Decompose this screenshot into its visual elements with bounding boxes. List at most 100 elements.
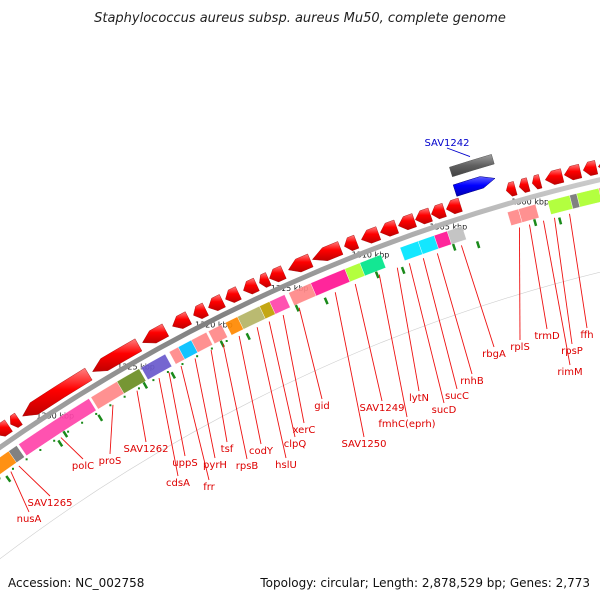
gene-category-block[interactable] xyxy=(18,398,97,457)
gene-leader-line xyxy=(109,404,114,455)
gene-leader-line xyxy=(10,471,30,513)
gene-leader-line xyxy=(334,292,365,438)
inner-scale-tick xyxy=(400,266,406,275)
forward-gene-arrow[interactable] xyxy=(361,226,382,244)
gene-leader-line xyxy=(136,390,147,443)
gene-label[interactable]: cdsA xyxy=(166,478,190,489)
gene-category-block[interactable] xyxy=(518,204,540,223)
forward-gene-arrow[interactable] xyxy=(0,419,13,437)
gene-leader-line xyxy=(222,343,248,460)
scale-dot xyxy=(166,370,169,373)
gene-label[interactable]: tsf xyxy=(221,444,234,455)
forward-gene-arrow[interactable] xyxy=(10,412,23,428)
forward-gene-arrow[interactable] xyxy=(22,367,93,417)
inner-scale-tick xyxy=(170,371,177,380)
gene-category-block[interactable] xyxy=(446,225,467,245)
highlight-gene-label[interactable]: SAV1242 xyxy=(424,138,469,149)
gene-category-block[interactable] xyxy=(8,445,25,463)
gene-label[interactable]: rpsB xyxy=(236,461,259,472)
forward-gene-arrow[interactable] xyxy=(446,197,463,215)
gene-label[interactable]: codY xyxy=(249,446,274,457)
inner-scale-tick xyxy=(558,217,563,225)
gene-leader-line xyxy=(378,274,408,418)
gene-label[interactable]: nusA xyxy=(17,514,42,525)
gene-category-block[interactable] xyxy=(547,195,574,215)
gene-label[interactable]: SAV1262 xyxy=(123,444,168,455)
gene-leader-line xyxy=(180,365,210,481)
gene-category-block[interactable] xyxy=(576,187,600,208)
forward-gene-arrow[interactable] xyxy=(193,302,209,319)
forward-gene-arrow[interactable] xyxy=(519,177,531,193)
forward-gene-arrow[interactable] xyxy=(243,277,260,295)
gene-category-block[interactable] xyxy=(359,254,387,277)
gene-category-block[interactable] xyxy=(140,353,173,381)
forward-gene-arrow[interactable] xyxy=(172,311,192,329)
scale-tick-label: 1300 kbp xyxy=(511,198,549,207)
highlight-gray-block xyxy=(449,154,495,178)
gene-label[interactable]: xerC xyxy=(293,425,316,436)
forward-gene-arrow[interactable] xyxy=(208,294,226,311)
forward-gene-arrow[interactable] xyxy=(431,202,447,220)
gene-leader-line xyxy=(238,335,262,445)
scale-dot xyxy=(109,404,112,407)
gene-label[interactable]: uppS xyxy=(172,458,197,469)
gene-category-block[interactable] xyxy=(116,368,147,394)
gene-category-block[interactable] xyxy=(190,332,213,353)
forward-gene-arrow[interactable] xyxy=(415,207,433,225)
forward-gene-arrow[interactable] xyxy=(506,181,518,197)
gene-leader-line xyxy=(194,358,216,459)
forward-gene-arrow[interactable] xyxy=(92,338,143,372)
gene-label[interactable]: proS xyxy=(99,456,122,467)
forward-gene-arrow[interactable] xyxy=(344,234,360,251)
forward-gene-arrow[interactable] xyxy=(142,323,170,344)
gene-label[interactable]: pyrH xyxy=(203,460,227,471)
gene-category-block[interactable] xyxy=(269,294,291,315)
gene-label[interactable]: fmhC(eprh) xyxy=(378,419,435,430)
gene-leader-line xyxy=(422,258,458,390)
gene-leader-line xyxy=(158,377,179,477)
gene-label[interactable]: hslU xyxy=(275,460,297,471)
gene-label[interactable]: ffh xyxy=(580,330,593,341)
gene-label[interactable]: SAV1250 xyxy=(341,439,386,450)
forward-gene-arrow[interactable] xyxy=(225,286,242,303)
gene-category-block[interactable] xyxy=(207,324,228,345)
gene-leader-line xyxy=(518,227,521,341)
gene-label[interactable]: rbgA xyxy=(482,349,506,360)
gene-label[interactable]: rpsP xyxy=(561,346,583,357)
scale-major-tick xyxy=(61,429,69,438)
highlight-gene-arrow[interactable] xyxy=(452,176,496,197)
forward-gene-arrow[interactable] xyxy=(582,160,599,176)
gene-label[interactable]: trmD xyxy=(534,331,560,342)
gene-label[interactable]: SAV1249 xyxy=(359,403,404,414)
scale-dot xyxy=(210,347,213,350)
forward-gene-arrow[interactable] xyxy=(269,265,287,283)
gene-label[interactable]: rimM xyxy=(557,367,582,378)
gene-label[interactable]: gid xyxy=(314,401,329,412)
gene-leader-line xyxy=(543,220,571,366)
forward-gene-arrow[interactable] xyxy=(311,241,344,261)
gene-label[interactable]: frr xyxy=(203,482,215,493)
gene-label[interactable]: sucD xyxy=(432,405,457,416)
gene-label[interactable]: polC xyxy=(72,461,94,472)
scale-dot xyxy=(11,467,14,470)
gene-label[interactable]: SAV1265 xyxy=(27,498,72,509)
gene-label[interactable]: sucC xyxy=(445,391,469,402)
gene-label[interactable]: rnhB xyxy=(460,376,484,387)
gene-label[interactable]: rplS xyxy=(510,342,530,353)
page-title: Staphylococcus aureus subsp. aureus Mu50… xyxy=(94,11,506,26)
forward-gene-arrow[interactable] xyxy=(380,219,399,237)
forward-gene-arrow[interactable] xyxy=(398,213,417,231)
forward-gene-arrow[interactable] xyxy=(532,174,543,190)
highlight-leader xyxy=(446,147,471,158)
forward-gene-arrow[interactable] xyxy=(563,163,583,181)
forward-gene-arrow[interactable] xyxy=(288,253,314,273)
gene-leader-line xyxy=(268,321,296,438)
forward-gene-arrow[interactable] xyxy=(544,168,565,185)
gene-label[interactable]: lytN xyxy=(409,393,429,404)
forward-gene-arrow[interactable] xyxy=(259,272,272,288)
gene-label[interactable]: clpQ xyxy=(284,439,307,450)
gene-leader-line xyxy=(554,217,573,345)
scale-dot xyxy=(53,439,56,442)
gene-leader-line xyxy=(354,283,383,402)
